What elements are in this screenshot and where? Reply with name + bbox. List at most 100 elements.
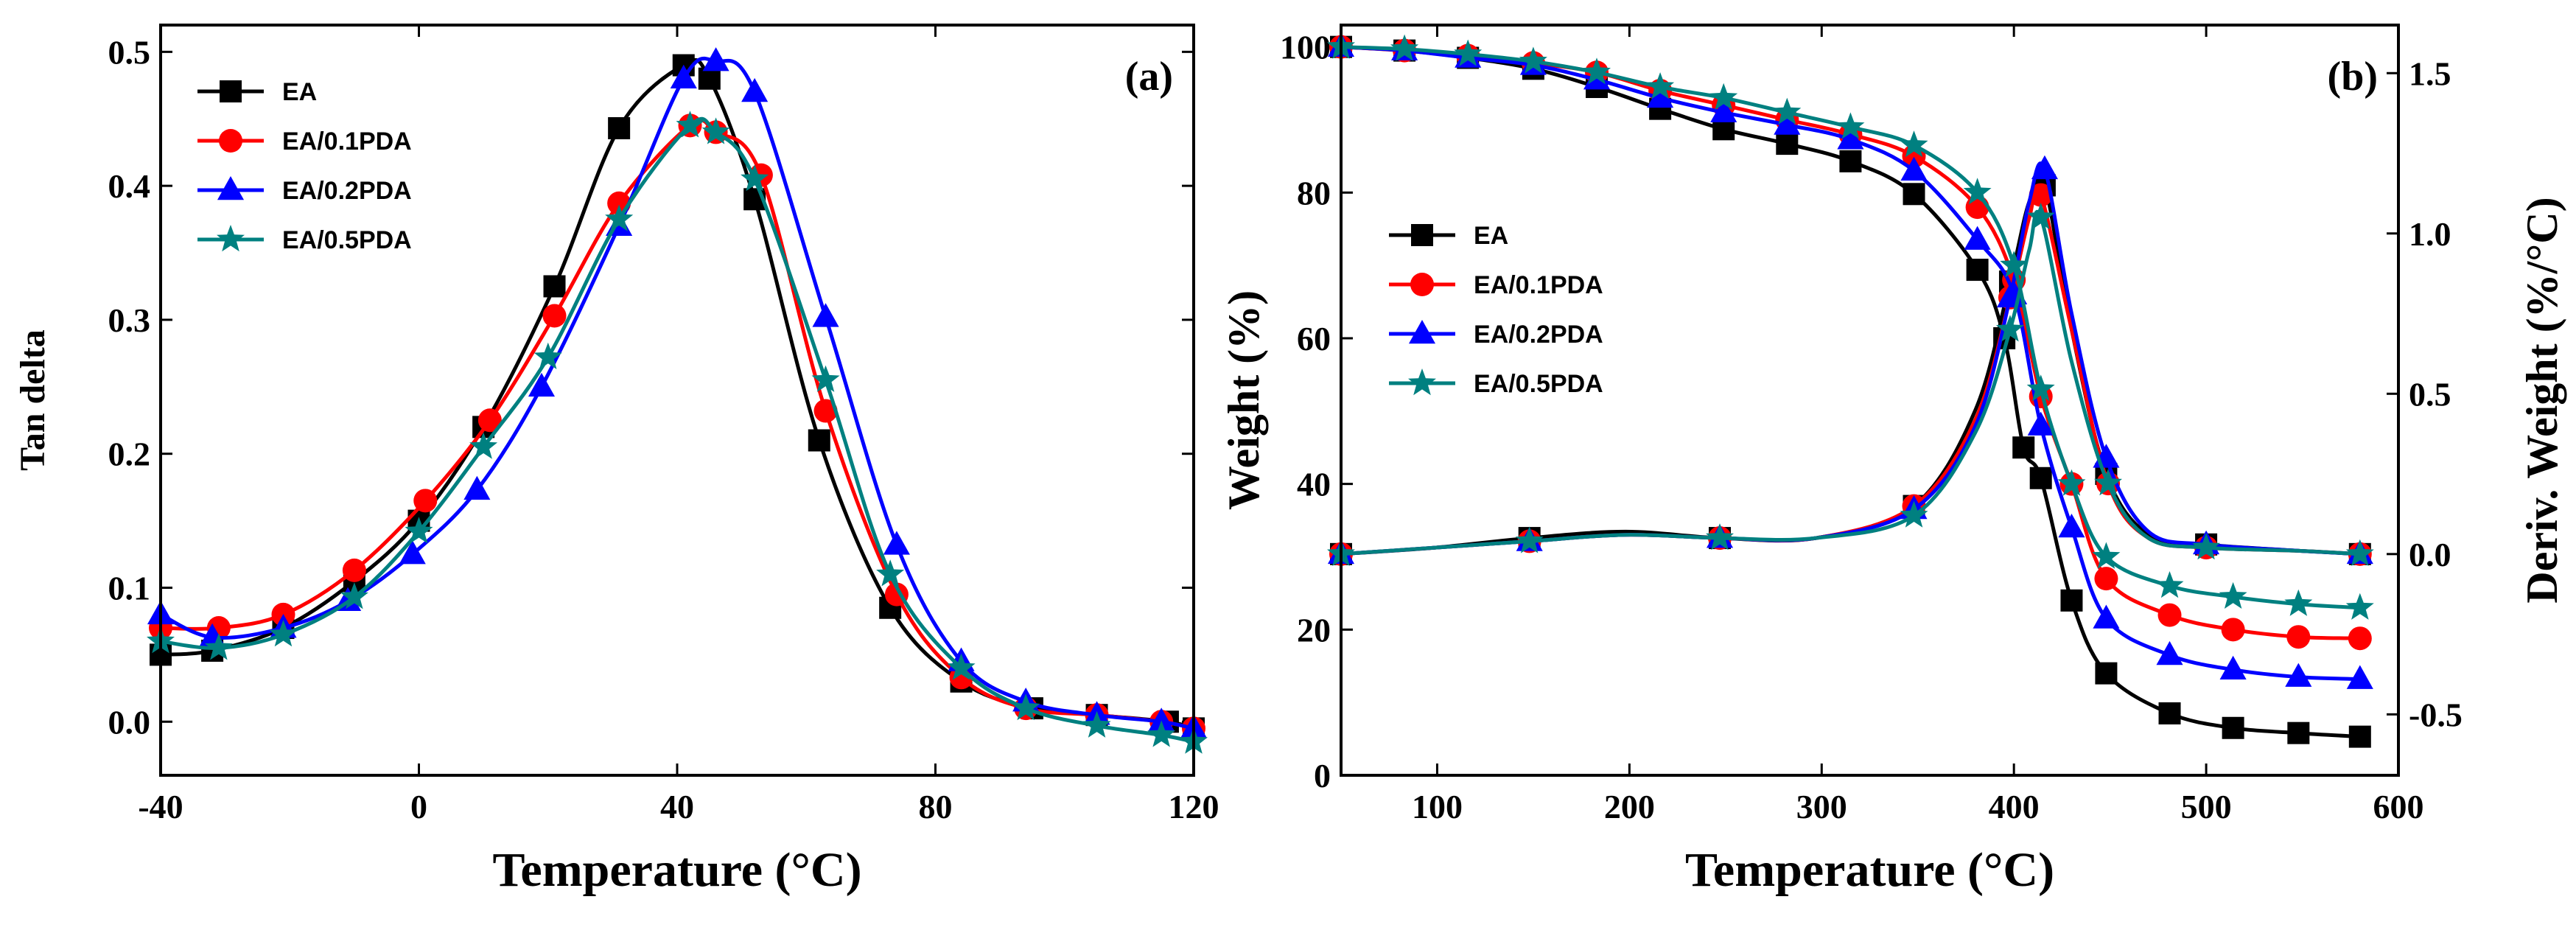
data-point	[883, 531, 910, 555]
data-point	[2348, 725, 2371, 748]
data-point	[533, 342, 562, 369]
x-tick-label: 300	[1796, 788, 1847, 825]
y-tick-label: 100	[1280, 29, 1331, 66]
data-point	[2345, 593, 2374, 620]
legend-label: EA/0.5PDA	[282, 226, 412, 254]
data-point	[2012, 436, 2035, 459]
data-point	[542, 304, 567, 328]
series-EA/0.5PDA	[147, 111, 1208, 754]
series-line	[160, 118, 1194, 730]
legend-label: EA	[1474, 222, 1508, 250]
data-point	[1964, 226, 1991, 250]
panel-label: (b)	[2328, 54, 2378, 99]
data-point	[413, 489, 438, 513]
y-tick-label: 40	[1297, 466, 1331, 503]
deriv-line	[1340, 209, 2360, 556]
legend-item: EA/0.1PDA	[197, 127, 412, 156]
y-axis-title: Weight (%)	[1219, 290, 1268, 510]
legend-marker	[220, 80, 242, 102]
data-point	[1646, 72, 1675, 99]
data-point	[2284, 589, 2313, 616]
data-point	[808, 429, 830, 452]
data-point	[1776, 133, 1799, 156]
data-point	[1963, 178, 1992, 205]
data-point	[1082, 710, 1111, 738]
data-point	[2348, 626, 2372, 651]
data-point	[1454, 39, 1483, 66]
data-point	[2026, 374, 2055, 402]
legend-marker	[1408, 320, 1436, 344]
y-tick-label: 0.0	[108, 703, 151, 741]
y-axis-title: Tan delta	[13, 329, 52, 471]
y2-axis-title: Deriv. Weight (%/°C)	[2518, 197, 2566, 603]
data-point	[1710, 98, 1737, 122]
data-point	[1773, 97, 1802, 125]
x-tick-label: 40	[660, 788, 694, 825]
data-point	[1900, 130, 1928, 158]
data-point	[1148, 707, 1175, 732]
data-point	[2222, 716, 2244, 739]
data-point	[2000, 251, 2029, 278]
data-point	[1836, 112, 1865, 139]
series-line	[160, 57, 1194, 730]
deriv-point	[2094, 469, 2122, 496]
data-point	[1839, 150, 1862, 172]
data-point	[605, 204, 634, 231]
series-line	[159, 56, 1194, 730]
data-point	[2287, 721, 2310, 744]
data-point	[1966, 259, 1989, 282]
legend-marker	[219, 129, 242, 153]
deriv-point	[2029, 183, 2053, 207]
y-tick-label: 80	[1297, 174, 1331, 212]
legend-marker	[1411, 224, 1433, 246]
legend-marker	[1410, 273, 1434, 296]
data-point	[2221, 618, 2245, 642]
data-point	[399, 540, 426, 565]
data-point	[340, 582, 368, 609]
y-tick-label: 0.1	[108, 570, 151, 607]
data-point	[1583, 57, 1611, 85]
data-point	[2219, 581, 2247, 609]
y-tick-label: 60	[1297, 320, 1331, 357]
deriv-point	[2026, 203, 2055, 230]
data-point	[2029, 466, 2052, 489]
legend-item: EA/0.5PDA	[197, 225, 412, 254]
y-tick-label: 0.5	[108, 33, 151, 71]
data-point	[701, 117, 730, 144]
x-tick-label: 120	[1169, 788, 1219, 825]
data-point	[1900, 156, 1928, 181]
y2-tick-label: -0.5	[2409, 696, 2463, 733]
data-point	[528, 372, 556, 397]
data-point	[608, 116, 631, 139]
deriv-point	[1995, 315, 2024, 342]
y-tick-label: 20	[1297, 611, 1331, 649]
legend-item: EA	[197, 78, 317, 106]
deriv-point	[2192, 533, 2221, 560]
data-point	[1774, 111, 1801, 135]
data-point	[342, 558, 366, 582]
x-axis-title: Temperature (°C)	[1685, 843, 2054, 897]
x-tick-label: 500	[2181, 788, 2232, 825]
y2-tick-label: 1.5	[2409, 55, 2451, 92]
data-point	[2286, 625, 2311, 649]
data-point	[2346, 665, 2373, 689]
deriv-point	[1515, 526, 1544, 553]
data-point	[2156, 640, 2183, 665]
legend-item: EA/0.5PDA	[1389, 368, 1603, 398]
y-tick-label: 0.4	[108, 167, 151, 205]
data-point	[1147, 720, 1176, 747]
data-point	[477, 408, 502, 433]
legend-label: EA/0.2PDA	[1474, 321, 1603, 349]
series-EA/0.5PDA	[1327, 32, 2374, 620]
legend-marker	[217, 225, 245, 252]
series-line	[160, 116, 1194, 744]
y2-tick-label: 0.0	[2409, 536, 2451, 573]
x-tick-label: 400	[1989, 788, 2040, 825]
data-point	[2060, 589, 2083, 612]
data-point	[2219, 655, 2247, 679]
data-point	[2057, 469, 2086, 496]
data-point	[1709, 83, 1738, 110]
data-point	[1903, 183, 1925, 206]
data-point	[698, 67, 721, 90]
